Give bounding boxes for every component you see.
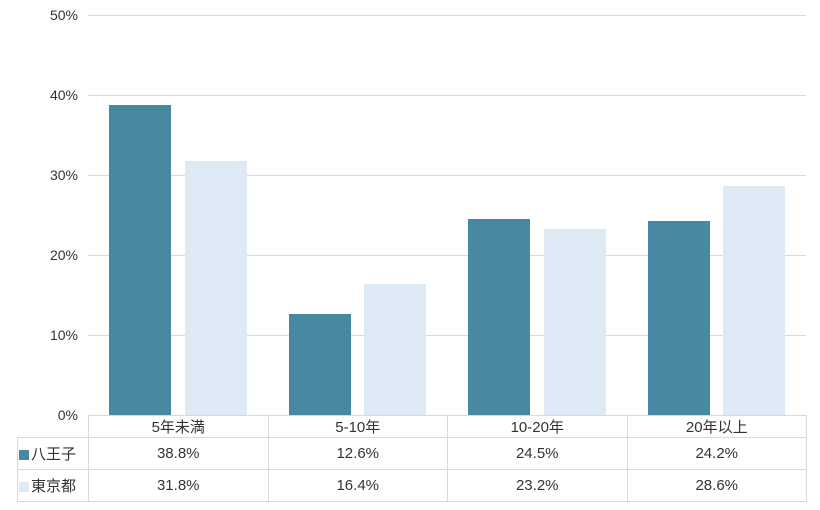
series-name: 東京都 — [31, 478, 77, 495]
value-cell: 28.6% — [626, 469, 807, 502]
bar-series1-cat1 — [364, 283, 426, 415]
corner-cell — [18, 416, 89, 438]
legend-cell: 八王子 — [17, 437, 89, 470]
legend-cell: 東京都 — [17, 469, 89, 502]
gridline — [88, 335, 806, 336]
bar-series0-cat1 — [288, 314, 351, 415]
bar-series1-cat0 — [184, 160, 247, 415]
value-cell: 38.8% — [88, 437, 269, 470]
legend-swatch-icon — [19, 450, 29, 460]
bar-series0-cat0 — [109, 104, 171, 415]
table-row: 東京都 31.8% 16.4% 23.2% 28.6% — [17, 469, 807, 502]
category-header-row: 5年未満 5-10年 10-20年 20年以上 — [18, 415, 807, 438]
gridline — [88, 15, 806, 16]
plot-area — [88, 15, 806, 415]
gridline — [88, 255, 806, 256]
bar-series0-cat2 — [468, 219, 530, 415]
y-axis-tick-label: 30% — [49, 167, 78, 183]
bar-series1-cat2 — [543, 229, 606, 415]
value-cell: 31.8% — [88, 469, 269, 502]
category-label: 10-20年 — [447, 415, 628, 438]
category-label: 5年未満 — [88, 415, 269, 438]
series-name: 八王子 — [31, 446, 77, 463]
y-axis-tick-label: 40% — [49, 87, 78, 103]
category-label: 5-10年 — [267, 415, 448, 438]
bar-series1-cat3 — [723, 186, 785, 415]
gridline — [88, 95, 806, 96]
y-axis-tick-label: 10% — [49, 327, 78, 343]
legend-swatch-icon — [19, 482, 29, 492]
data-table: 5年未満 5-10年 10-20年 20年以上 八王子 38.8% 12.6% 24.5% 2… — [17, 415, 807, 502]
value-cell: 23.2% — [447, 469, 628, 502]
gridline — [88, 175, 806, 176]
category-label: 20年以上 — [626, 415, 807, 438]
value-cell: 16.4% — [267, 469, 448, 502]
bar-series0-cat3 — [647, 221, 710, 415]
value-cell: 24.2% — [626, 437, 807, 470]
y-axis-tick-label: 0% — [57, 407, 78, 423]
y-axis-tick-label: 20% — [49, 247, 78, 263]
table-row: 八王子 38.8% 12.6% 24.5% 24.2% — [17, 437, 807, 470]
value-cell: 24.5% — [447, 437, 628, 470]
y-axis-tick-label: 50% — [49, 7, 78, 23]
value-cell: 12.6% — [267, 437, 448, 470]
